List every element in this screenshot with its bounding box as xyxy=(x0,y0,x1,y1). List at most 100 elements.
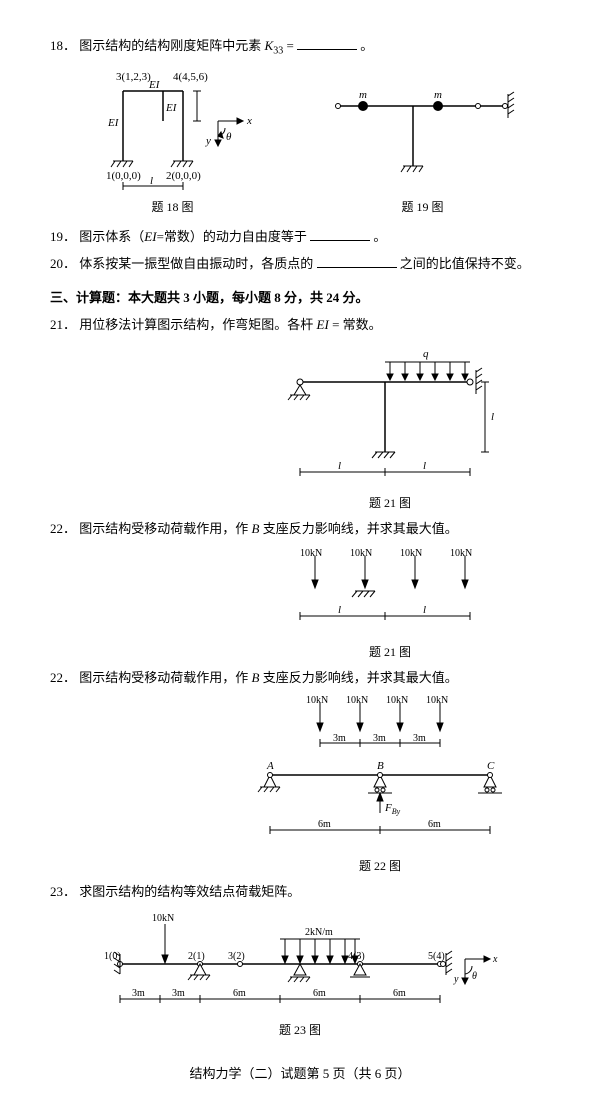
f4: 10kN xyxy=(450,548,472,559)
eq: = xyxy=(286,38,297,53)
m1: m xyxy=(359,89,367,101)
l1: l xyxy=(338,460,341,472)
q22b: 22． 图示结构受移动荷载作用，作 B 支座反力影响线，并求其最大值。 xyxy=(50,668,550,689)
dm3: 6m xyxy=(233,988,246,999)
ay: y xyxy=(453,974,459,985)
n4: 4(4,5,6) xyxy=(173,71,208,83)
k-sym: K xyxy=(265,38,274,53)
period: 。 xyxy=(360,38,373,53)
fig19-svg: m m xyxy=(318,76,528,196)
q20: 20． 体系按某一振型做自由振动时，各质点的 之间的比值保持不变。 xyxy=(50,254,550,275)
m2: m xyxy=(434,89,442,101)
q18: 18． 图示结构的结构刚度矩阵中元素 K33 = 。 xyxy=(50,36,550,60)
q20-num: 20． xyxy=(50,256,76,271)
q20-b: 之间的比值保持不变。 xyxy=(400,256,530,271)
fig18-svg: 3(1,2,3) 4(4,5,6) 1(0,0,0) 2(0,0,0) EI E… xyxy=(73,66,273,196)
l2: l xyxy=(423,460,426,472)
fig22a-block: 10kN 10kN 10kN 10kN l l 题 21 图 xyxy=(270,546,510,662)
ei2: EI xyxy=(148,79,161,91)
n2: 2(0,0,0) xyxy=(166,170,201,182)
n3: 3(1,2,3) xyxy=(116,71,151,83)
fig18-block: 3(1,2,3) 4(4,5,6) 1(0,0,0) 2(0,0,0) EI E… xyxy=(73,66,273,217)
dm2: 3m xyxy=(172,988,185,999)
fig21-svg: q l xyxy=(270,342,510,492)
q20-a: 体系按某一振型做自由振动时，各质点的 xyxy=(79,256,316,271)
d6a: 6m xyxy=(318,819,331,830)
n1: 1(0,0,0) xyxy=(106,170,141,182)
d6b: 6m xyxy=(428,819,441,830)
l: l xyxy=(150,175,153,187)
f2: 10kN xyxy=(350,548,372,559)
fig-row-18-19: 3(1,2,3) 4(4,5,6) 1(0,0,0) 2(0,0,0) EI E… xyxy=(50,66,550,217)
blank-19 xyxy=(310,228,370,241)
q22a: 22． 图示结构受移动荷载作用，作 B 支座反力影响线，并求其最大值。 xyxy=(50,519,550,540)
blank-20 xyxy=(317,255,397,268)
ei1: EI xyxy=(107,117,120,129)
fby: FBy xyxy=(384,802,401,816)
n2: 2(1) xyxy=(188,951,205,962)
fig21-block: q l xyxy=(270,342,510,513)
n5: 5(4) xyxy=(428,951,445,962)
p10: 10kN xyxy=(152,913,174,924)
la1: l xyxy=(338,604,341,616)
fig21-caption: 题 21 图 xyxy=(270,494,510,513)
q19-b: =常数）的动力自由度等于 xyxy=(157,229,307,244)
q-label: q xyxy=(423,348,429,360)
mass2 xyxy=(433,101,443,111)
labC: C xyxy=(487,760,495,772)
d3b: 3m xyxy=(373,733,386,744)
blank-18 xyxy=(297,37,357,50)
dm1: 3m xyxy=(132,988,145,999)
fig18-caption: 题 18 图 xyxy=(73,198,273,217)
l-right: l xyxy=(491,411,494,423)
bf4: 10kN xyxy=(426,695,448,706)
x: x xyxy=(246,115,252,127)
q22a-B: B xyxy=(252,521,260,536)
fig22a-caption: 题 21 图 xyxy=(270,643,510,662)
q21-b: = 常数。 xyxy=(332,317,382,332)
fig22b-block: 10kN 10kN 10kN 10kN 3m 3m 3m xyxy=(240,695,520,876)
fig23-wrap: 10kN 2kN/m 1(0) 2(1) 3(2) 4(3) 5(4) xyxy=(50,909,550,1040)
ei3: EI xyxy=(165,102,178,114)
fig19-block: m m 题 19 图 xyxy=(318,76,528,217)
q22b-b: 支座反力影响线，并求其最大值。 xyxy=(263,670,458,685)
dm5: 6m xyxy=(393,988,406,999)
q19-a: 图示体系（ xyxy=(79,229,144,244)
n4: 4(3) xyxy=(348,951,365,962)
q22b-num: 22． xyxy=(50,670,76,685)
page-footer: 结构力学（二）试题第 5 页（共 6 页） xyxy=(50,1064,550,1085)
ax: x xyxy=(492,954,498,965)
fig22b-caption: 题 22 图 xyxy=(240,857,520,876)
q18-num: 18． xyxy=(50,38,76,53)
labA: A xyxy=(266,760,274,772)
q22a-b: 支座反力影响线，并求其最大值。 xyxy=(263,521,458,536)
fig19-caption: 题 19 图 xyxy=(318,198,528,217)
q23-num: 23． xyxy=(50,884,76,899)
q22a-num: 22． xyxy=(50,521,76,536)
bf1: 10kN xyxy=(306,695,328,706)
w: 2kN/m xyxy=(305,927,333,938)
q22b-B: B xyxy=(252,670,260,685)
th: θ xyxy=(226,131,232,143)
f1: 10kN xyxy=(300,548,322,559)
q19-num: 19． xyxy=(50,229,76,244)
n3: 3(2) xyxy=(228,951,245,962)
d3c: 3m xyxy=(413,733,426,744)
q18-text-a: 图示结构的结构刚度矩阵中元素 xyxy=(79,38,264,53)
q22b-a: 图示结构受移动荷载作用，作 xyxy=(79,670,251,685)
la2: l xyxy=(423,604,426,616)
q19-p: 。 xyxy=(373,229,386,244)
q19-ei: EI xyxy=(144,229,156,244)
k-sub: 33 xyxy=(273,46,283,57)
fig22b-wrap: 10kN 10kN 10kN 10kN 3m 3m 3m xyxy=(50,695,520,876)
q21: 21． 用位移法计算图示结构，作弯矩图。各杆 EI = 常数。 xyxy=(50,315,550,336)
mass1 xyxy=(358,101,368,111)
f3: 10kN xyxy=(400,548,422,559)
ath: θ xyxy=(472,971,477,982)
q23-t: 求图示结构的结构等效结点荷载矩阵。 xyxy=(79,884,300,899)
q21-a: 用位移法计算图示结构，作弯矩图。各杆 xyxy=(79,317,316,332)
dm4: 6m xyxy=(313,988,326,999)
q22a-a: 图示结构受移动荷载作用，作 xyxy=(79,521,251,536)
fig21-wrap: q l xyxy=(50,342,510,513)
fig22b-svg: 10kN 10kN 10kN 10kN 3m 3m 3m xyxy=(240,695,520,855)
